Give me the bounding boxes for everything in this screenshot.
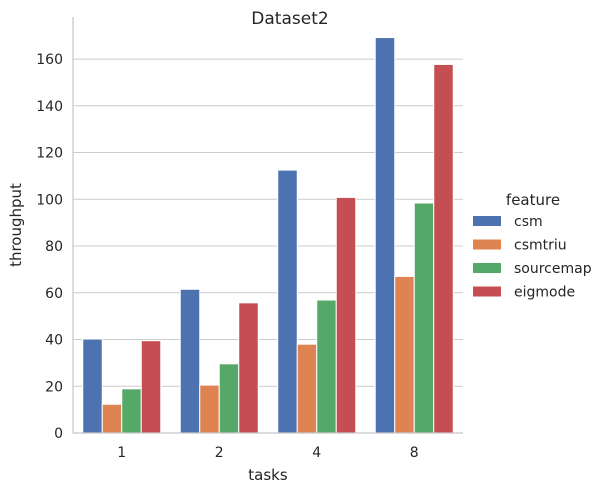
y-tick-label: 0 [54, 426, 63, 442]
bar-eigmode-8 [434, 64, 454, 433]
bar-csm-4 [278, 170, 298, 433]
bar-sourcemap-2 [219, 364, 239, 433]
legend: feature csm csmtriu sourcemap eigmode [473, 191, 592, 301]
x-tick-label: 4 [312, 445, 321, 461]
y-tick-label: 120 [36, 146, 63, 162]
legend-label-csmtriu: csmtriu [514, 238, 567, 254]
legend-swatch-csm [473, 216, 501, 226]
bar-sourcemap-1 [122, 389, 142, 433]
y-tick-label: 60 [45, 286, 63, 302]
bars [83, 38, 454, 433]
x-tick-label: 2 [215, 445, 224, 461]
x-tick-label: 8 [410, 445, 419, 461]
y-tick-label: 40 [45, 333, 63, 349]
bar-csm-8 [375, 38, 395, 433]
bar-csmtriu-1 [102, 404, 122, 433]
legend-swatch-csmtriu [473, 240, 501, 250]
chart-title: Dataset2 [251, 9, 328, 29]
y-tick-label: 140 [36, 99, 63, 115]
legend-swatch-eigmode [473, 287, 501, 297]
y-tick-label: 100 [36, 192, 63, 208]
legend-title: feature [506, 191, 560, 209]
bar-csm-1 [83, 339, 103, 433]
legend-label-eigmode: eigmode [514, 285, 575, 301]
legend-swatch-sourcemap [473, 263, 501, 273]
legend-label-csm: csm [514, 214, 543, 230]
y-tick-label: 20 [45, 379, 63, 395]
y-axis-label: throughput [7, 183, 25, 267]
bar-eigmode-4 [336, 197, 356, 433]
bar-sourcemap-4 [317, 300, 337, 433]
bar-eigmode-2 [239, 303, 259, 433]
bar-sourcemap-8 [414, 203, 434, 433]
x-axis-label: tasks [248, 466, 288, 484]
bar-csmtriu-8 [395, 276, 415, 433]
bar-csmtriu-2 [200, 385, 220, 433]
x-tick-label: 1 [117, 445, 126, 461]
y-tick-label: 160 [36, 52, 63, 68]
x-tick-labels: 1 2 4 8 [117, 445, 418, 461]
legend-label-sourcemap: sourcemap [514, 261, 592, 277]
y-tick-labels: 0 20 40 60 80 100 120 140 160 [36, 52, 63, 442]
bar-eigmode-1 [141, 341, 161, 433]
bar-csmtriu-4 [297, 344, 317, 433]
y-tick-label: 80 [45, 239, 63, 255]
bar-csm-2 [180, 289, 200, 433]
